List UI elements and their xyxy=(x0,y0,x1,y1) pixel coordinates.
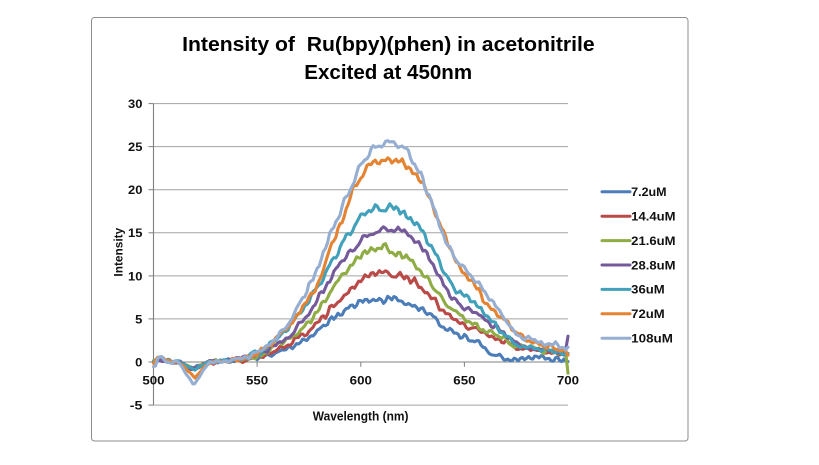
svg-text:Excited at 450nm: Excited at 450nm xyxy=(304,61,472,84)
svg-text:20: 20 xyxy=(128,183,143,197)
svg-text:36uM: 36uM xyxy=(631,283,665,297)
svg-text:Wavelength (nm): Wavelength (nm) xyxy=(313,410,409,424)
svg-text:-5: -5 xyxy=(130,399,143,413)
svg-text:7.2uM: 7.2uM xyxy=(631,185,666,199)
svg-text:108uM: 108uM xyxy=(631,332,673,346)
svg-text:21.6uM: 21.6uM xyxy=(631,234,675,248)
svg-text:72uM: 72uM xyxy=(631,307,665,321)
svg-text:28.8uM: 28.8uM xyxy=(631,258,675,272)
svg-text:650: 650 xyxy=(453,373,475,387)
svg-text:700: 700 xyxy=(557,373,579,387)
svg-text:25: 25 xyxy=(128,140,143,154)
svg-text:550: 550 xyxy=(246,373,268,387)
svg-text:10: 10 xyxy=(128,269,143,283)
svg-text:Intensity: Intensity xyxy=(111,228,125,277)
svg-text:500: 500 xyxy=(142,373,164,387)
svg-text:15: 15 xyxy=(128,226,143,240)
svg-text:5: 5 xyxy=(135,312,142,326)
svg-text:30: 30 xyxy=(128,97,143,111)
svg-text:14.4uM: 14.4uM xyxy=(631,210,675,224)
svg-text:0: 0 xyxy=(135,355,142,369)
svg-text:600: 600 xyxy=(350,373,372,387)
svg-text:Intensity of Ru(bpy)(phen) in: Intensity of Ru(bpy)(phen) in acetonitri… xyxy=(182,33,595,56)
